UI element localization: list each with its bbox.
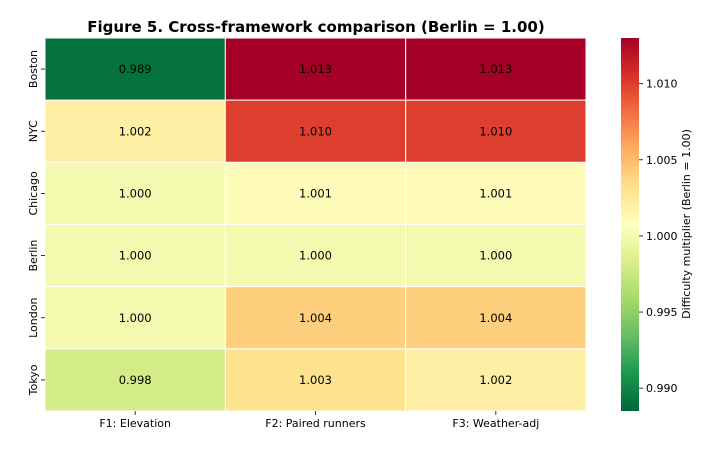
- cell-value-label: 1.013: [479, 62, 512, 76]
- heatmap-cell: [44, 286, 226, 350]
- colorbar-tick-label: 1.010: [646, 78, 678, 91]
- heatmap-cell: [224, 161, 407, 225]
- heatmap-value-labels: 0.989 1.013 1.013 1.002 1.010 1.010 1.000 1.001…: [119, 62, 513, 387]
- cell-value-label: 1.000: [479, 249, 512, 263]
- cell-value-label: 1.001: [479, 186, 512, 200]
- y-tick-label: NYC: [27, 120, 40, 142]
- y-axis: Boston NYC Chicago Berlin London Tokyo: [27, 50, 45, 396]
- heatmap-cell: [224, 37, 407, 101]
- heatmap-cell: [44, 224, 226, 288]
- heatmap-cell: [224, 348, 407, 412]
- y-tick-label: Berlin: [27, 240, 40, 272]
- colorbar-ticks: 0.990 0.995 1.000 1.005 1.010: [639, 78, 678, 395]
- cell-value-label: 1.000: [119, 186, 152, 200]
- colorbar-label: Difficulty multiplier (Berlin = 1.00): [680, 129, 693, 319]
- colorbar: 0.990 0.995 1.000 1.005 1.010 Difficulty mul…: [621, 38, 693, 411]
- cell-value-label: 1.002: [479, 373, 512, 387]
- y-tick-label: London: [27, 298, 40, 338]
- colorbar-tick-label: 1.000: [646, 230, 678, 243]
- cell-value-label: 1.000: [119, 311, 152, 325]
- heatmap-cell: [405, 286, 587, 350]
- colorbar-tick-label: 0.995: [646, 306, 678, 319]
- cell-value-label: 1.000: [119, 249, 152, 263]
- heatmap-cell: [224, 99, 407, 163]
- y-tick-label: Tokyo: [27, 364, 40, 396]
- chart-title: Figure 5. Cross-framework comparison (Be…: [87, 18, 544, 36]
- x-axis: F1: Elevation F2: Paired runners F3: Weath…: [99, 411, 539, 430]
- x-tick-label: F2: Paired runners: [265, 417, 366, 430]
- heatmap-cell: [405, 224, 587, 288]
- colorbar-tick-label: 1.005: [646, 154, 678, 167]
- heatmap-cell: [44, 99, 226, 163]
- cell-value-label: 1.004: [299, 311, 332, 325]
- heatmap-cell: [224, 286, 407, 350]
- cell-value-label: 1.003: [299, 373, 332, 387]
- heatmap-cell: [405, 99, 587, 163]
- colorbar-tick-label: 0.990: [646, 382, 678, 395]
- heatmap-cell: [405, 37, 587, 101]
- cell-value-label: 1.001: [299, 186, 332, 200]
- heatmap-cell: [44, 37, 226, 101]
- heatmap-cell: [405, 348, 587, 412]
- cell-value-label: 1.010: [479, 124, 512, 138]
- colorbar-gradient: [621, 38, 639, 411]
- cell-value-label: 1.002: [119, 124, 152, 138]
- x-tick-label: F3: Weather-adj: [452, 417, 539, 430]
- y-tick-label: Boston: [27, 50, 40, 88]
- y-tick-label: Chicago: [27, 171, 40, 215]
- cell-value-label: 1.010: [299, 124, 332, 138]
- cell-value-label: 1.013: [299, 62, 332, 76]
- cell-value-label: 1.000: [299, 249, 332, 263]
- x-tick-label: F1: Elevation: [99, 417, 171, 430]
- cell-value-label: 0.989: [119, 62, 152, 76]
- cell-value-label: 0.998: [119, 373, 152, 387]
- heatmap-cells: [44, 37, 587, 412]
- cell-value-label: 1.004: [479, 311, 512, 325]
